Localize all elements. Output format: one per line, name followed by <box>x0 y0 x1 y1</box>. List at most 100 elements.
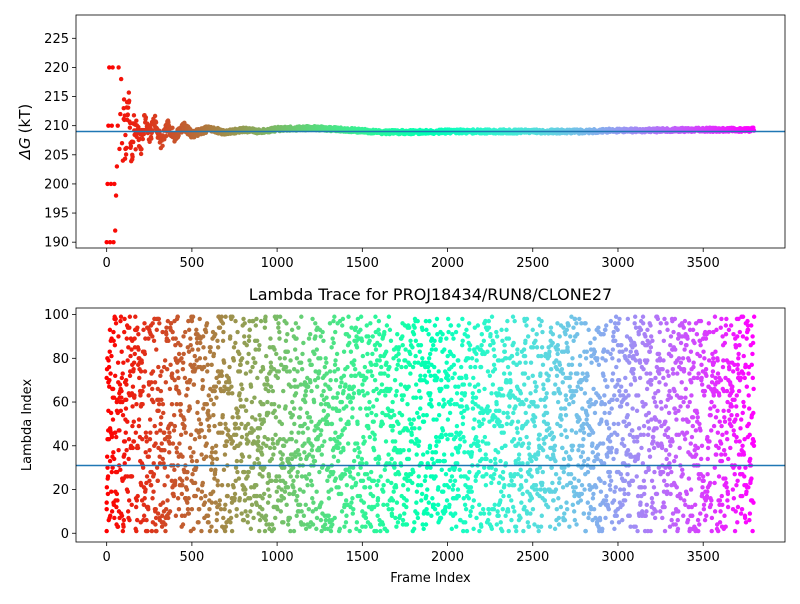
lambda-point <box>272 527 276 531</box>
lambda-point <box>203 500 207 504</box>
lambda-point <box>387 365 391 369</box>
lambda-point <box>448 479 452 483</box>
lambda-point <box>415 411 419 415</box>
lambda-point <box>302 514 306 518</box>
lambda-point <box>604 498 608 502</box>
lambda-point <box>352 459 356 463</box>
lambda-point <box>300 367 304 371</box>
lambda-point <box>308 415 312 419</box>
lambda-point <box>218 325 222 329</box>
lambda-point <box>330 422 334 426</box>
lambda-point <box>365 352 369 356</box>
lambda-point <box>414 382 418 386</box>
lambda-point <box>559 433 563 437</box>
lambda-point <box>352 391 356 395</box>
lambda-point <box>425 487 429 491</box>
lambda-point <box>269 479 273 483</box>
lambda-point <box>328 369 332 373</box>
lambda-point <box>170 330 174 334</box>
lambda-point <box>215 511 219 515</box>
lambda-point <box>533 415 537 419</box>
delta-g-point <box>133 147 137 151</box>
lambda-point <box>333 330 337 334</box>
lambda-point <box>522 347 526 351</box>
lambda-point <box>535 487 539 491</box>
delta-g-point <box>112 182 116 186</box>
lambda-point <box>185 476 189 480</box>
lambda-point <box>329 487 333 491</box>
lambda-point <box>580 444 584 448</box>
lambda-point <box>586 328 590 332</box>
lambda-point <box>364 376 368 380</box>
lambda-point <box>401 343 405 347</box>
lambda-point <box>105 485 109 489</box>
lambda-point <box>208 350 212 354</box>
lambda-point <box>577 317 581 321</box>
lambda-point <box>159 422 163 426</box>
lambda-point <box>214 385 218 389</box>
lambda-point <box>526 376 530 380</box>
lambda-point <box>136 347 140 351</box>
lambda-point <box>108 514 112 518</box>
lambda-point <box>607 507 611 511</box>
lambda-point <box>344 520 348 524</box>
lambda-point <box>395 332 399 336</box>
lambda-point <box>448 411 452 415</box>
lambda-point <box>341 317 345 321</box>
lambda-point <box>608 483 612 487</box>
lambda-point <box>159 369 163 373</box>
lambda-point <box>114 435 118 439</box>
lambda-point <box>556 496 560 500</box>
lambda-point <box>108 350 112 354</box>
lambda-point <box>277 336 281 340</box>
lambda-point <box>571 325 575 329</box>
lambda-point <box>273 409 277 413</box>
lambda-point <box>346 315 350 319</box>
lambda-point <box>162 448 166 452</box>
lambda-point <box>232 496 236 500</box>
lambda-point <box>434 417 438 421</box>
lambda-point <box>385 529 389 533</box>
lambda-point <box>310 363 314 367</box>
lambda-point <box>417 439 421 443</box>
lambda-point <box>156 409 160 413</box>
delta-g-point <box>142 132 146 136</box>
lambda-point <box>319 518 323 522</box>
lambda-point <box>340 509 344 513</box>
lambda-point <box>381 483 385 487</box>
lambda-point <box>333 358 337 362</box>
lambda-point <box>112 516 116 520</box>
lambda-point <box>154 529 158 533</box>
lambda-point <box>350 406 354 410</box>
lambda-point <box>455 391 459 395</box>
lambda-point <box>604 358 608 362</box>
delta-g-point <box>130 155 134 159</box>
lambda-point <box>283 490 287 494</box>
lambda-point <box>213 450 217 454</box>
lambda-point <box>327 404 331 408</box>
lambda-point <box>304 503 308 507</box>
lambda-point <box>111 339 115 343</box>
lambda-point <box>489 391 493 395</box>
lambda-point <box>243 321 247 325</box>
lambda-point <box>391 498 395 502</box>
lambda-point <box>142 496 146 500</box>
lambda-point <box>229 385 233 389</box>
lambda-point <box>396 363 400 367</box>
lambda-point <box>476 382 480 386</box>
lambda-point <box>190 472 194 476</box>
lambda-point <box>487 409 491 413</box>
lambda-point <box>156 479 160 483</box>
lambda-point <box>595 356 599 360</box>
lambda-point <box>401 483 405 487</box>
delta-g-point <box>129 144 133 148</box>
lambda-point <box>373 315 377 319</box>
lambda-point <box>533 339 537 343</box>
lambda-point <box>150 334 154 338</box>
lambda-point <box>457 494 461 498</box>
lambda-point <box>293 347 297 351</box>
lambda-point <box>401 518 405 522</box>
lambda-point <box>209 468 213 472</box>
lambda-point <box>392 347 396 351</box>
lambda-point <box>290 437 294 441</box>
